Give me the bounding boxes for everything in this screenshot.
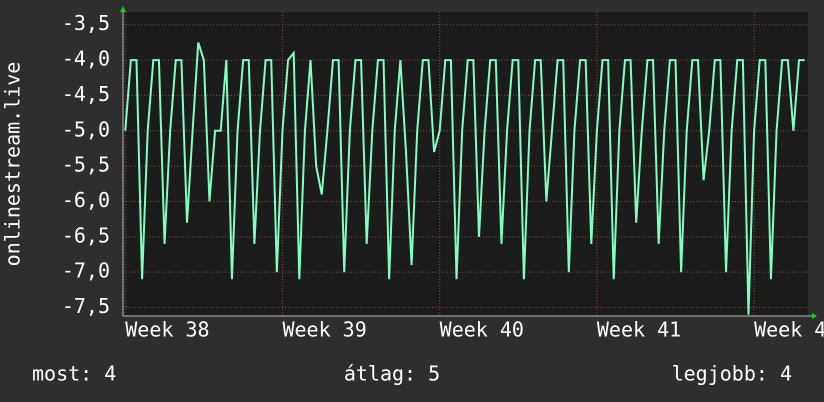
- y-tick-label: -4,5: [62, 82, 110, 106]
- y-axis-label: onlinestream.live: [1, 62, 25, 267]
- y-tick-label: -4,0: [62, 47, 110, 71]
- y-tick-label: -3,5: [62, 11, 110, 35]
- x-tick-label: Week 40: [440, 318, 524, 342]
- x-tick-label: Week 42: [754, 318, 824, 342]
- plot: [124, 42, 805, 315]
- y-tick-label: -6,5: [62, 223, 110, 247]
- x-tick-label: Week 41: [597, 318, 681, 342]
- footer-current: most: 4: [32, 362, 116, 386]
- x-axis-arrow: [812, 313, 817, 319]
- footer-average: átlag: 5: [344, 362, 440, 386]
- y-tick-label: -6,0: [62, 188, 110, 212]
- y-tick-label: -7,0: [62, 259, 110, 283]
- series-line: [124, 42, 805, 315]
- x-tick-label: Week 38: [125, 318, 209, 342]
- y-axis-arrow: [120, 6, 126, 12]
- footer-best: legjobb: 4: [672, 362, 792, 386]
- y-tick-label: -7,5: [62, 294, 110, 318]
- x-tick-label: Week 39: [282, 318, 366, 342]
- y-tick-label: -5,0: [62, 117, 110, 141]
- y-tick-label: -5,5: [62, 153, 110, 177]
